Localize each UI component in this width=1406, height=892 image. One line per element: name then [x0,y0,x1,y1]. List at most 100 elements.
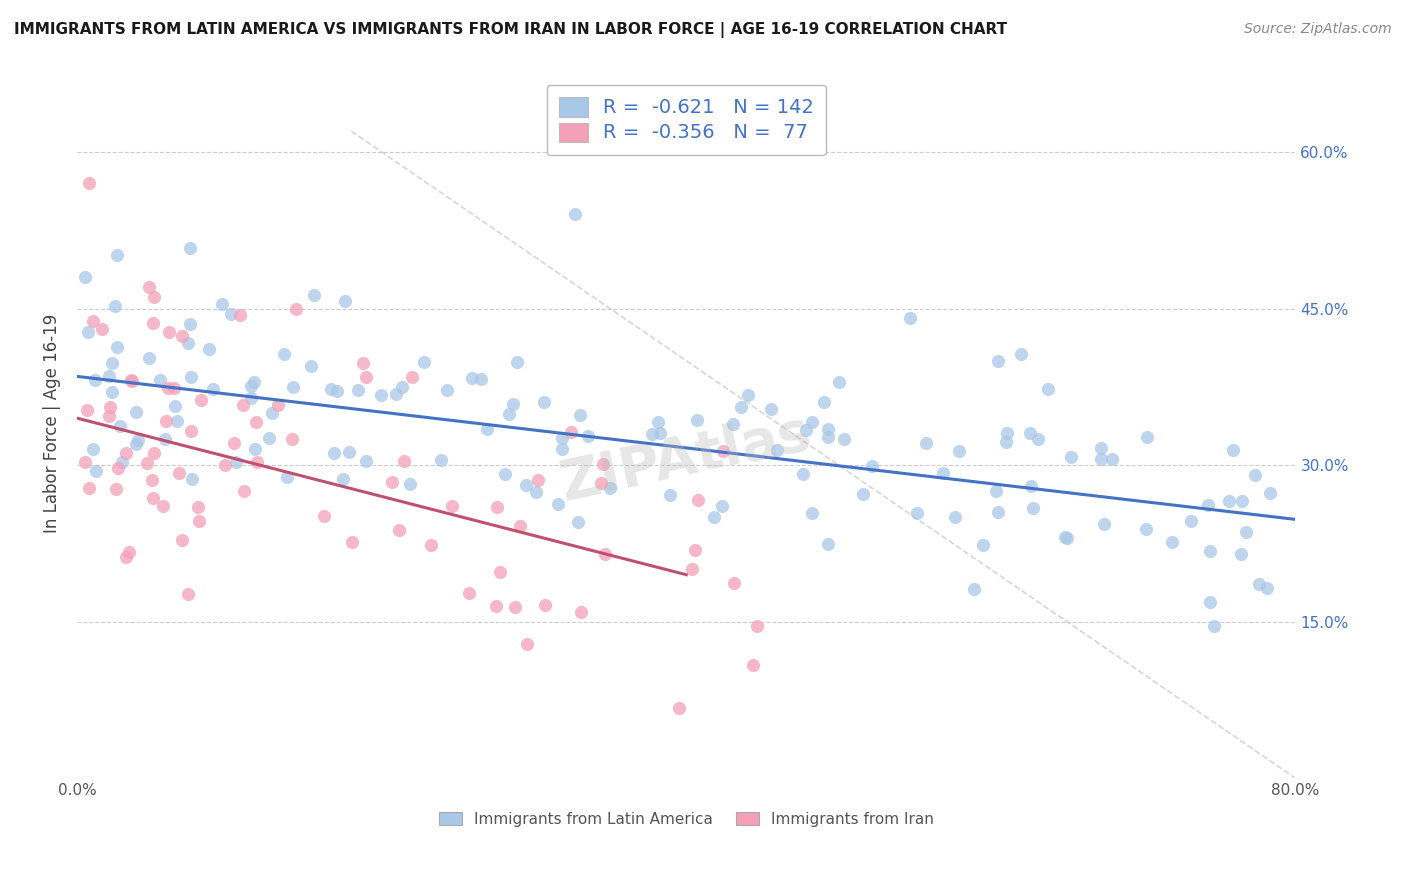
Point [157,326,180,340]
Point [659,488,682,502]
Point [1198,544,1220,558]
Point [312,509,335,524]
Point [155,414,177,428]
Point [524,484,547,499]
Point [1218,494,1240,508]
Point [852,487,875,501]
Point [503,599,526,614]
Point [177,587,200,601]
Point [569,605,592,619]
Point [828,376,851,390]
Point [412,355,434,369]
Point [526,473,548,487]
Point [560,425,582,439]
Point [741,658,763,673]
Point [243,442,266,457]
Point [800,415,823,429]
Point [461,370,484,384]
Point [401,370,423,384]
Point [1243,468,1265,483]
Point [1232,493,1254,508]
Point [1036,382,1059,396]
Point [394,454,416,468]
Point [233,483,256,498]
Point [136,456,159,470]
Point [273,346,295,360]
Point [83,374,105,388]
Point [932,467,955,481]
Point [564,207,586,221]
Point [668,701,690,715]
Point [498,407,520,421]
Point [641,427,664,442]
Point [711,499,734,513]
Point [485,599,508,614]
Point [163,381,186,395]
Point [77,481,100,495]
Point [179,241,201,255]
Point [190,392,212,407]
Point [142,491,165,505]
Point [167,466,190,480]
Point [75,455,97,469]
Point [152,500,174,514]
Point [595,547,617,561]
Y-axis label: In Labor Force | Age 16-19: In Labor Force | Age 16-19 [44,314,60,533]
Point [647,416,669,430]
Point [225,455,247,469]
Point [105,340,128,354]
Point [948,443,970,458]
Point [166,414,188,428]
Point [475,422,498,436]
Point [127,434,149,448]
Point [551,430,574,444]
Point [120,373,142,387]
Point [82,314,104,328]
Point [994,434,1017,449]
Point [73,270,96,285]
Point [1092,517,1115,532]
Text: Source: ZipAtlas.com: Source: ZipAtlas.com [1244,22,1392,37]
Point [533,394,555,409]
Point [1053,530,1076,544]
Point [91,322,114,336]
Point [319,382,342,396]
Point [384,387,406,401]
Point [761,401,783,416]
Point [745,619,768,633]
Point [84,464,107,478]
Point [337,444,360,458]
Point [567,515,589,529]
Point [82,442,104,456]
Point [599,481,621,495]
Point [125,437,148,451]
Point [1258,486,1281,500]
Point [239,379,262,393]
Point [98,369,121,384]
Point [943,509,966,524]
Point [243,376,266,390]
Point [506,354,529,368]
Point [1222,442,1244,457]
Text: ZIPAtlas: ZIPAtlas [555,406,817,512]
Point [388,523,411,537]
Point [229,308,252,322]
Point [1136,430,1159,444]
Point [502,397,524,411]
Point [156,381,179,395]
Point [1202,619,1225,633]
Point [962,582,984,596]
Point [211,297,233,311]
Point [1060,450,1083,464]
Point [703,509,725,524]
Point [302,288,325,302]
Point [76,403,98,417]
Point [1022,500,1045,515]
Point [115,446,138,460]
Point [391,380,413,394]
Point [246,455,269,469]
Point [340,535,363,549]
Point [420,538,443,552]
Point [381,475,404,489]
Point [259,431,281,445]
